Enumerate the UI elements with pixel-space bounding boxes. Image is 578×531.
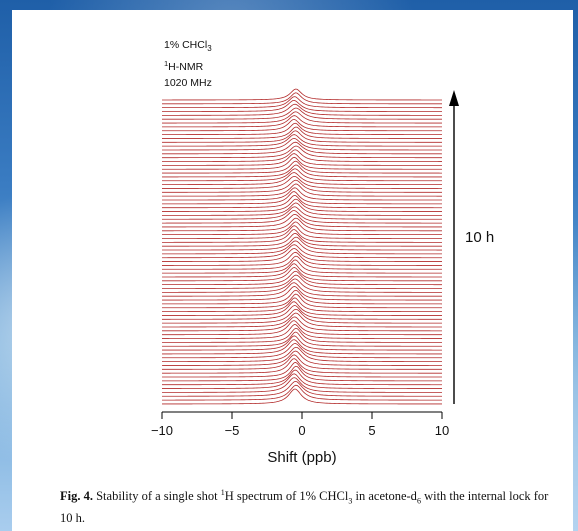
spectrum-trace <box>162 248 442 262</box>
spectra-traces <box>161 88 443 405</box>
figure-caption: Fig. 4. Stability of a single shot 1H sp… <box>60 488 549 525</box>
spectrum-trace <box>162 388 442 405</box>
spectrum-trace <box>162 187 442 201</box>
spectrum-trace <box>162 172 442 186</box>
spectrum-trace <box>162 202 442 216</box>
spectrum-trace <box>162 331 443 347</box>
spectrum-trace <box>162 160 442 174</box>
spectrum-trace <box>162 259 442 274</box>
spectrum-trace <box>162 107 442 120</box>
x-tick-label: 0 <box>298 423 305 438</box>
spectrum-trace <box>162 198 442 212</box>
spectrum-trace <box>162 346 442 363</box>
spectrum-trace <box>162 153 442 166</box>
spectrum-trace <box>162 240 442 255</box>
time-axis-label: 10 h <box>465 229 494 246</box>
annotation-line-1: 1% CHCl3 <box>164 39 212 53</box>
spectrum-trace <box>162 103 442 116</box>
spectrum-trace <box>162 183 442 197</box>
spectrum-trace <box>162 179 442 193</box>
spectrum-trace <box>162 365 442 382</box>
spectrum-trace <box>162 141 443 155</box>
spectrum-trace <box>162 270 442 286</box>
x-tick-label: 5 <box>368 423 375 438</box>
spectrum-trace <box>162 175 442 189</box>
annotation-line-3: 1020 MHz <box>164 77 212 89</box>
x-tick-label: −10 <box>151 423 173 438</box>
spectrum-trace <box>162 130 442 143</box>
annotation-line-2: 1H-NMR <box>164 59 204 73</box>
x-tick-label: 10 <box>435 423 449 438</box>
spectrum-trace <box>162 282 442 297</box>
spectrum-trace <box>162 145 442 159</box>
spectrum-trace <box>162 122 442 136</box>
spectrum-trace <box>162 343 442 359</box>
spectrum-trace <box>162 137 442 151</box>
arrow-up-icon <box>449 90 459 106</box>
spectrum-trace <box>162 126 442 139</box>
spectrum-trace <box>162 305 442 320</box>
annotation: 1% CHCl3 1H-NMR 1020 MHz <box>164 39 212 89</box>
spectrum-trace <box>162 286 442 301</box>
spectrum-trace <box>162 293 442 309</box>
time-axis: 10 h <box>449 90 494 404</box>
spectrum-trace <box>162 88 442 101</box>
spectrum-trace <box>162 232 443 247</box>
spectrum-trace <box>162 327 442 343</box>
spectrum-trace <box>162 236 442 251</box>
spectrum-trace <box>161 225 442 239</box>
spectrum-trace <box>162 316 442 332</box>
spectrum-trace <box>161 164 442 178</box>
spectrum-trace <box>162 312 442 328</box>
spectrum-trace <box>162 308 443 324</box>
spectrum-trace <box>162 278 442 293</box>
spectrum-trace <box>162 111 442 124</box>
spectrum-trace <box>161 350 442 366</box>
spectrum-trace <box>162 206 442 220</box>
nmr-waterfall-chart: 1% CHCl3 1H-NMR 1020 MHz −10 −5 0 5 10 Shift… <box>151 39 494 466</box>
spectrum-trace <box>162 369 442 386</box>
figure-card: 1% CHCl3 1H-NMR 1020 MHz −10 −5 0 5 10 Shift… <box>12 10 573 531</box>
caption-label: Fig. 4. <box>60 489 93 504</box>
spectrum-trace <box>162 115 443 128</box>
spectrum-trace <box>161 221 442 236</box>
spectrum-trace <box>162 384 443 401</box>
spectrum-trace <box>162 362 442 378</box>
spectrum-trace <box>162 213 442 228</box>
x-tick-label: −5 <box>225 423 240 438</box>
spectrum-trace <box>162 324 442 339</box>
spectrum-trace <box>161 380 443 397</box>
spectrum-trace <box>162 289 443 305</box>
spectrum-trace <box>162 251 442 266</box>
spectrum-trace <box>162 255 442 270</box>
spectrum-trace <box>162 244 442 259</box>
spectrum-trace <box>162 377 442 393</box>
x-ticks: −10 −5 0 5 10 <box>151 412 449 438</box>
spectrum-trace <box>162 92 442 105</box>
spectrum-trace <box>162 210 442 224</box>
spectrum-trace <box>162 96 442 109</box>
spectrum-trace <box>162 149 442 162</box>
x-axis-label: Shift (ppb) <box>267 449 336 466</box>
spectrum-trace <box>162 217 442 232</box>
spectrum-trace <box>161 274 442 289</box>
spectrum-trace <box>162 168 443 182</box>
